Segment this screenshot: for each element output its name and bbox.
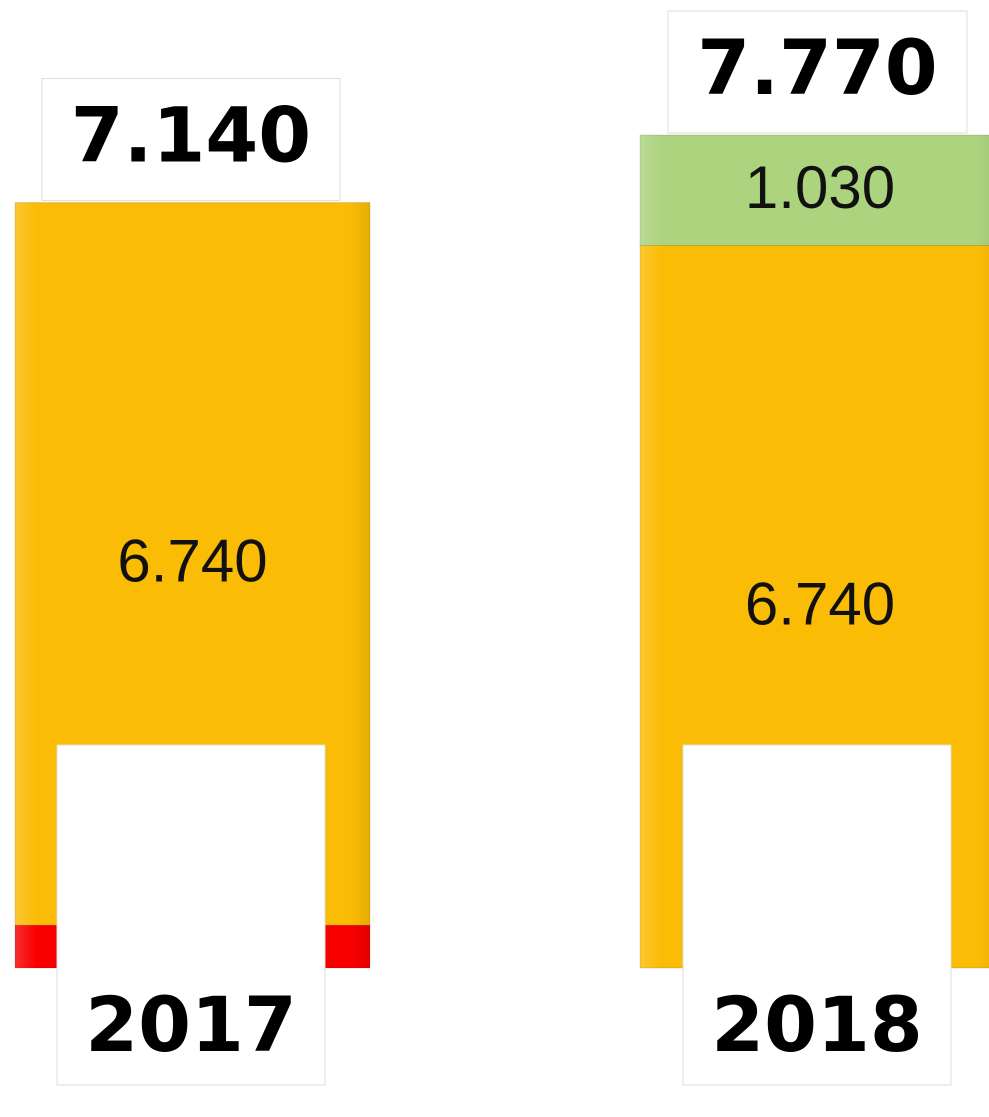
- total-box: [41, 78, 341, 202]
- total-box: [667, 10, 968, 134]
- segment-label: 6.740: [745, 571, 895, 638]
- total-label: 7.770: [697, 23, 937, 112]
- bar-shine: [640, 135, 989, 246]
- category-label: 2017: [85, 980, 297, 1069]
- category-box: [682, 744, 952, 1086]
- total-label: 7.140: [71, 91, 311, 180]
- segment-label: 6.740: [117, 528, 267, 595]
- category-label: 2018: [711, 980, 923, 1069]
- segment-label: 1.030: [745, 154, 895, 221]
- category-box: [56, 744, 326, 1086]
